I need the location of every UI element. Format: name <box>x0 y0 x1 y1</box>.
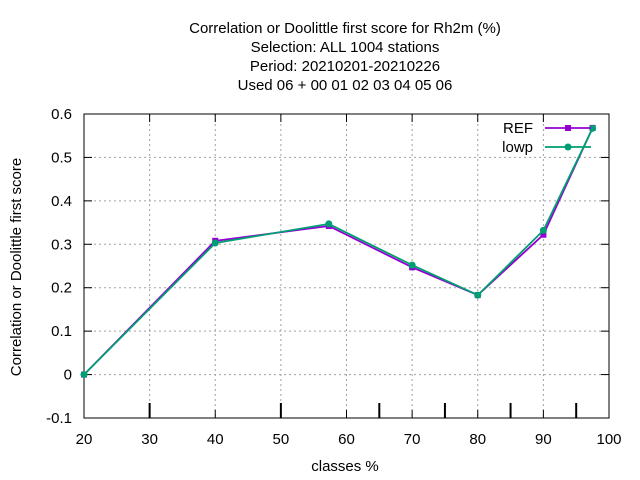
data-point <box>408 261 416 269</box>
axis-ticks: -0.1 0 0.1 0.2 0.3 0.4 0.5 0.6 20 30 40 50 60 70 80 90 1… <box>46 106 621 448</box>
series-ref <box>81 124 596 378</box>
x-axis-label: classes % <box>311 458 379 475</box>
data-point <box>539 226 547 234</box>
y-tick-label: 0.4 <box>51 193 72 210</box>
x-tick-label: 70 <box>404 431 421 448</box>
y-tick-label: 0 <box>64 367 72 384</box>
x-tick-label: 30 <box>141 431 158 448</box>
legend-label: REF <box>503 120 533 137</box>
data-point <box>211 239 219 247</box>
x-tick-label: 80 <box>469 431 486 448</box>
y-axis-label: Correlation or Doolittle first score <box>8 158 25 376</box>
y-tick-label: 0.2 <box>51 280 72 297</box>
title-line: Period: 20210201-20210226 <box>250 58 440 75</box>
grid <box>84 114 609 418</box>
x-tick-label: 60 <box>338 431 355 448</box>
class-marks <box>148 403 578 418</box>
data-point <box>540 231 547 238</box>
chart-title: Correlation or Doolittle first score for… <box>189 20 501 94</box>
y-tick-label: 0.6 <box>51 106 72 123</box>
legend-label: lowp <box>502 139 533 156</box>
title-line: Correlation or Doolittle first score for… <box>189 20 501 37</box>
series-lowp <box>80 124 597 379</box>
legend-marker <box>564 143 572 151</box>
y-tick-label: 0.1 <box>51 323 72 340</box>
series <box>80 124 597 379</box>
legend: REF lowp <box>502 120 591 156</box>
data-point <box>80 371 88 379</box>
data-point <box>325 220 333 228</box>
title-line: Selection: ALL 1004 stations <box>251 39 440 56</box>
x-tick-label: 50 <box>273 431 290 448</box>
y-tick-label: 0.5 <box>51 149 72 166</box>
legend-marker <box>565 125 571 131</box>
data-point <box>589 124 597 132</box>
series-line <box>83 127 594 376</box>
series-line <box>83 127 594 376</box>
data-point <box>474 291 482 299</box>
x-tick-label: 90 <box>535 431 552 448</box>
x-tick-label: 20 <box>76 431 93 448</box>
x-tick-label: 40 <box>207 431 224 448</box>
y-tick-label: -0.1 <box>46 410 72 427</box>
y-tick-label: 0.3 <box>51 236 72 253</box>
title-line: Used 06 + 00 01 02 03 04 05 06 <box>238 77 453 94</box>
x-tick-label: 100 <box>596 431 621 448</box>
